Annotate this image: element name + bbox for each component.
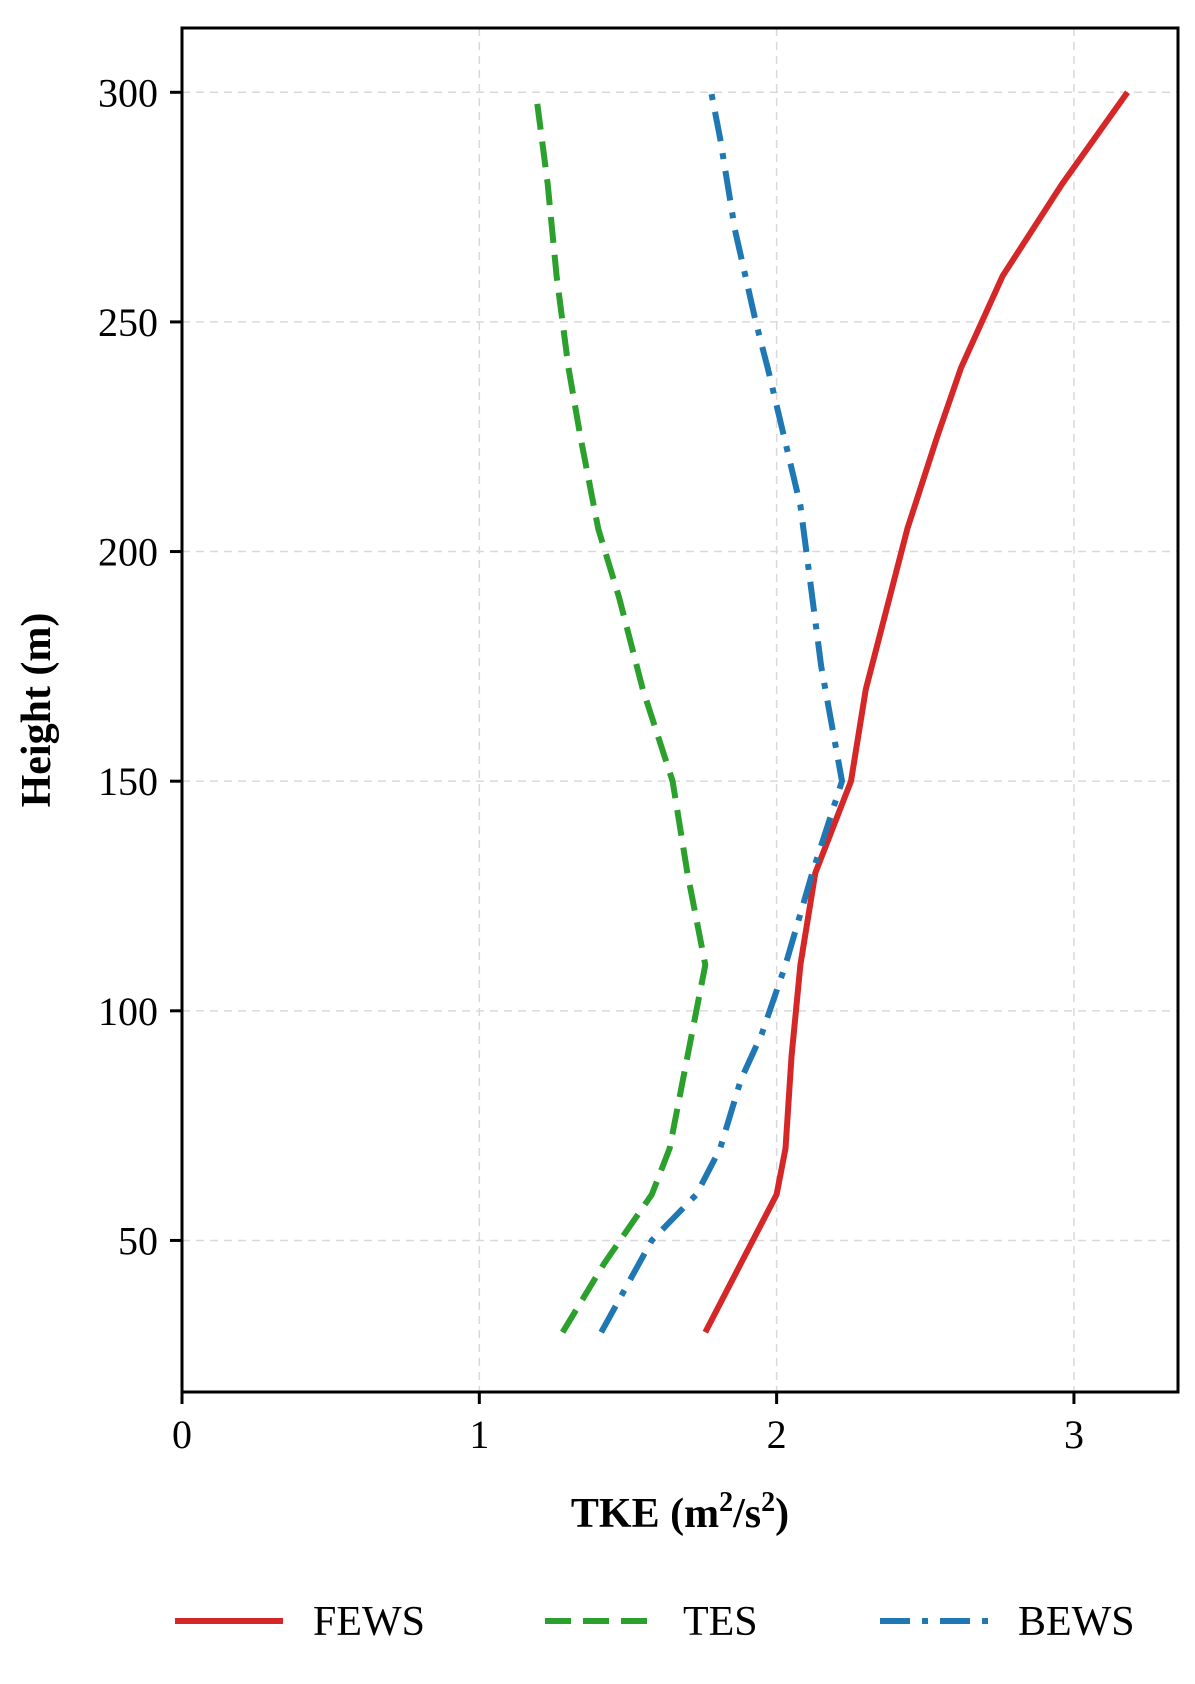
legend: FEWS TES BEWS [175, 1599, 1135, 1645]
legend-label-bews: BEWS [1018, 1599, 1135, 1645]
plot-frame [180, 26, 1180, 1394]
grid-lines [182, 28, 1178, 1392]
x-tick-label: 1 [469, 1412, 489, 1457]
y-tick-label: 50 [118, 1218, 158, 1263]
x-tick-label: 2 [767, 1412, 787, 1457]
y-tick-label: 200 [98, 530, 158, 575]
legend-label-tes: TES [683, 1599, 758, 1645]
series-line-fews [702, 90, 1130, 1334]
legend-label-fews: FEWS [313, 1599, 425, 1645]
y-axis-title: Height (m) [14, 613, 60, 808]
x-tick-label: 0 [172, 1412, 192, 1457]
x-axis-ticks: 0 1 2 3 [172, 1392, 1084, 1457]
y-tick-label: 300 [98, 70, 158, 115]
y-tick-label: 150 [98, 759, 158, 804]
x-axis-title: TKE (m2/s2) [571, 1487, 789, 1537]
x-tick-label: 3 [1064, 1412, 1084, 1457]
series-line-tes [532, 91, 709, 1334]
data-series [532, 90, 1130, 1334]
y-axis-ticks: 50 100 150 200 250 300 [98, 70, 182, 1263]
series-line-bews [598, 91, 845, 1334]
y-tick-label: 100 [98, 989, 158, 1034]
y-tick-label: 250 [98, 300, 158, 345]
